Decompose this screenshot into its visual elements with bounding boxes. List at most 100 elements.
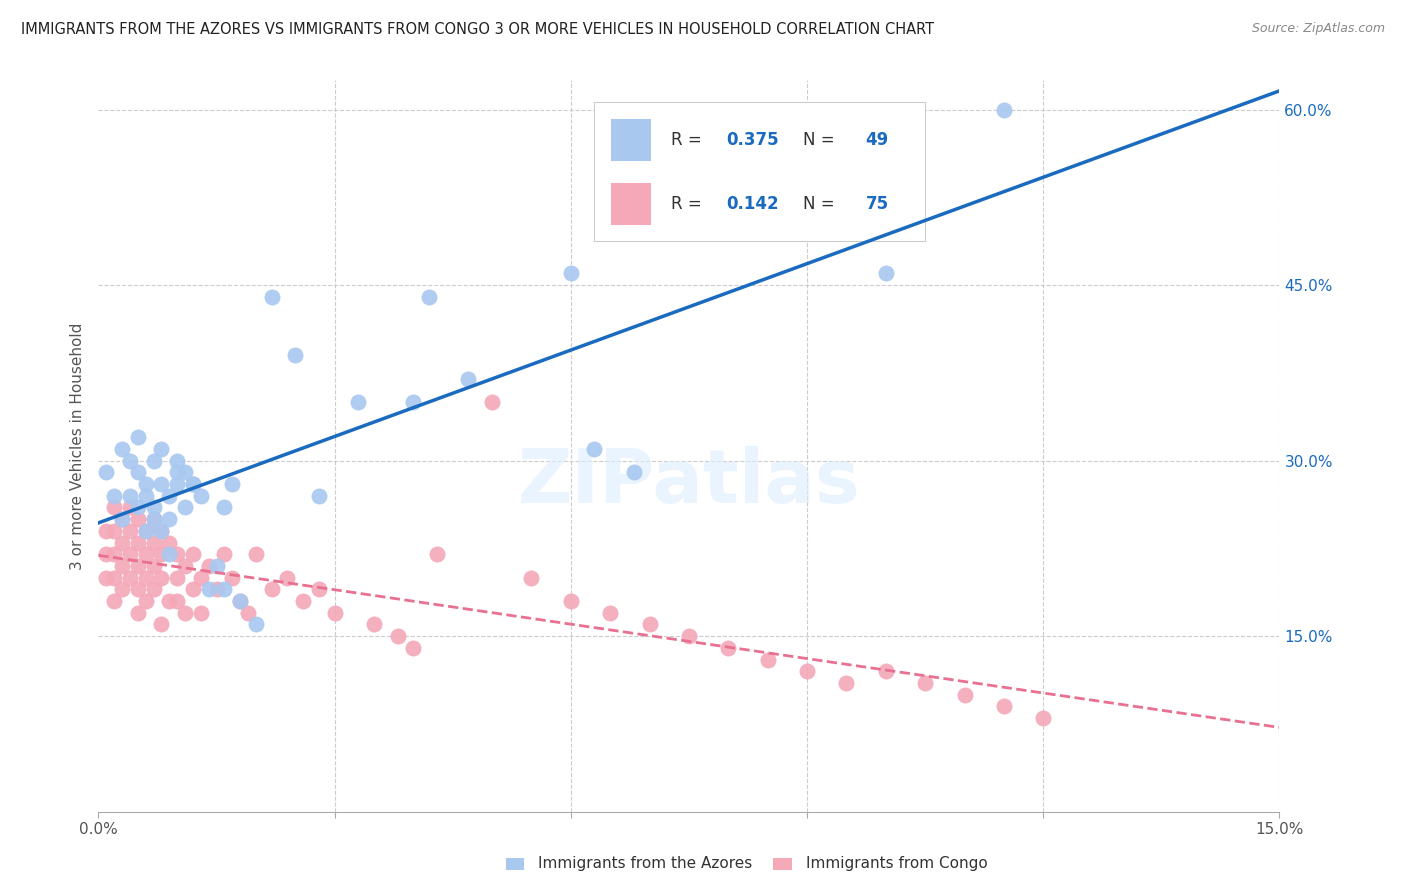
Point: [181, 547, 204, 561]
Point: [127, 558, 149, 573]
Point: [157, 512, 180, 526]
Point: [103, 524, 125, 538]
Point: [205, 558, 228, 573]
Point: [426, 547, 449, 561]
Point: [756, 652, 779, 666]
Point: [796, 665, 818, 679]
Point: [284, 348, 307, 362]
Point: [174, 606, 197, 620]
Point: [418, 290, 440, 304]
Text: ZIPatlas: ZIPatlas: [517, 446, 860, 519]
Point: [96, 547, 118, 561]
Point: [197, 582, 219, 597]
Point: [174, 500, 197, 515]
Point: [96, 571, 118, 585]
Point: [111, 582, 134, 597]
Text: Immigrants from the Azores: Immigrants from the Azores: [538, 856, 752, 871]
Point: [135, 547, 157, 561]
Point: [875, 665, 897, 679]
Point: [190, 606, 212, 620]
Point: [166, 453, 188, 467]
Point: [142, 453, 165, 467]
Point: [245, 617, 267, 632]
Text: Immigrants from Congo: Immigrants from Congo: [806, 856, 987, 871]
Point: [229, 594, 252, 608]
Point: [166, 594, 188, 608]
Point: [174, 466, 197, 480]
Point: [118, 547, 141, 561]
Point: [181, 477, 204, 491]
Point: [118, 500, 141, 515]
Point: [96, 524, 118, 538]
Point: [135, 477, 157, 491]
Point: [135, 524, 157, 538]
Point: [520, 571, 543, 585]
Point: [308, 489, 330, 503]
Point: [150, 477, 173, 491]
Point: [127, 606, 149, 620]
Point: [276, 571, 298, 585]
Point: [205, 582, 228, 597]
Point: [118, 524, 141, 538]
Point: [150, 524, 173, 538]
Point: [560, 266, 582, 280]
Point: [323, 606, 346, 620]
Point: [118, 571, 141, 585]
Point: [118, 453, 141, 467]
Point: [953, 688, 976, 702]
Point: [190, 571, 212, 585]
Point: [111, 535, 134, 549]
Point: [142, 512, 165, 526]
Point: [127, 500, 149, 515]
Point: [914, 676, 936, 690]
Point: [150, 571, 173, 585]
Point: [157, 594, 180, 608]
Point: [197, 558, 219, 573]
Point: [599, 606, 621, 620]
Point: [402, 640, 425, 655]
Point: [111, 442, 134, 456]
Point: [150, 617, 173, 632]
Point: [292, 594, 315, 608]
Point: [103, 571, 125, 585]
Point: [127, 466, 149, 480]
Point: [157, 547, 180, 561]
Point: [127, 512, 149, 526]
Point: [481, 395, 503, 409]
Point: [387, 629, 409, 643]
Point: [181, 477, 204, 491]
Point: [363, 617, 385, 632]
Point: [142, 558, 165, 573]
Point: [142, 535, 165, 549]
Point: [245, 547, 267, 561]
Point: [142, 512, 165, 526]
Point: [214, 500, 236, 515]
Point: [214, 582, 236, 597]
Point: [135, 524, 157, 538]
Point: [118, 489, 141, 503]
Point: [111, 512, 134, 526]
Point: [236, 606, 259, 620]
Point: [623, 466, 645, 480]
Point: [157, 535, 180, 549]
Point: [142, 500, 165, 515]
Point: [756, 208, 779, 222]
Point: [157, 489, 180, 503]
Point: [135, 594, 157, 608]
Point: [111, 512, 134, 526]
Point: [717, 640, 740, 655]
Point: [103, 489, 125, 503]
Point: [638, 617, 661, 632]
Point: [181, 582, 204, 597]
Y-axis label: 3 or more Vehicles in Household: 3 or more Vehicles in Household: [69, 322, 84, 570]
Point: [135, 489, 157, 503]
Point: [174, 558, 197, 573]
Point: [993, 103, 1015, 117]
Point: [221, 477, 243, 491]
Point: [347, 395, 370, 409]
Point: [96, 466, 118, 480]
Point: [166, 547, 188, 561]
Point: [678, 629, 700, 643]
Point: [308, 582, 330, 597]
Point: [142, 582, 165, 597]
